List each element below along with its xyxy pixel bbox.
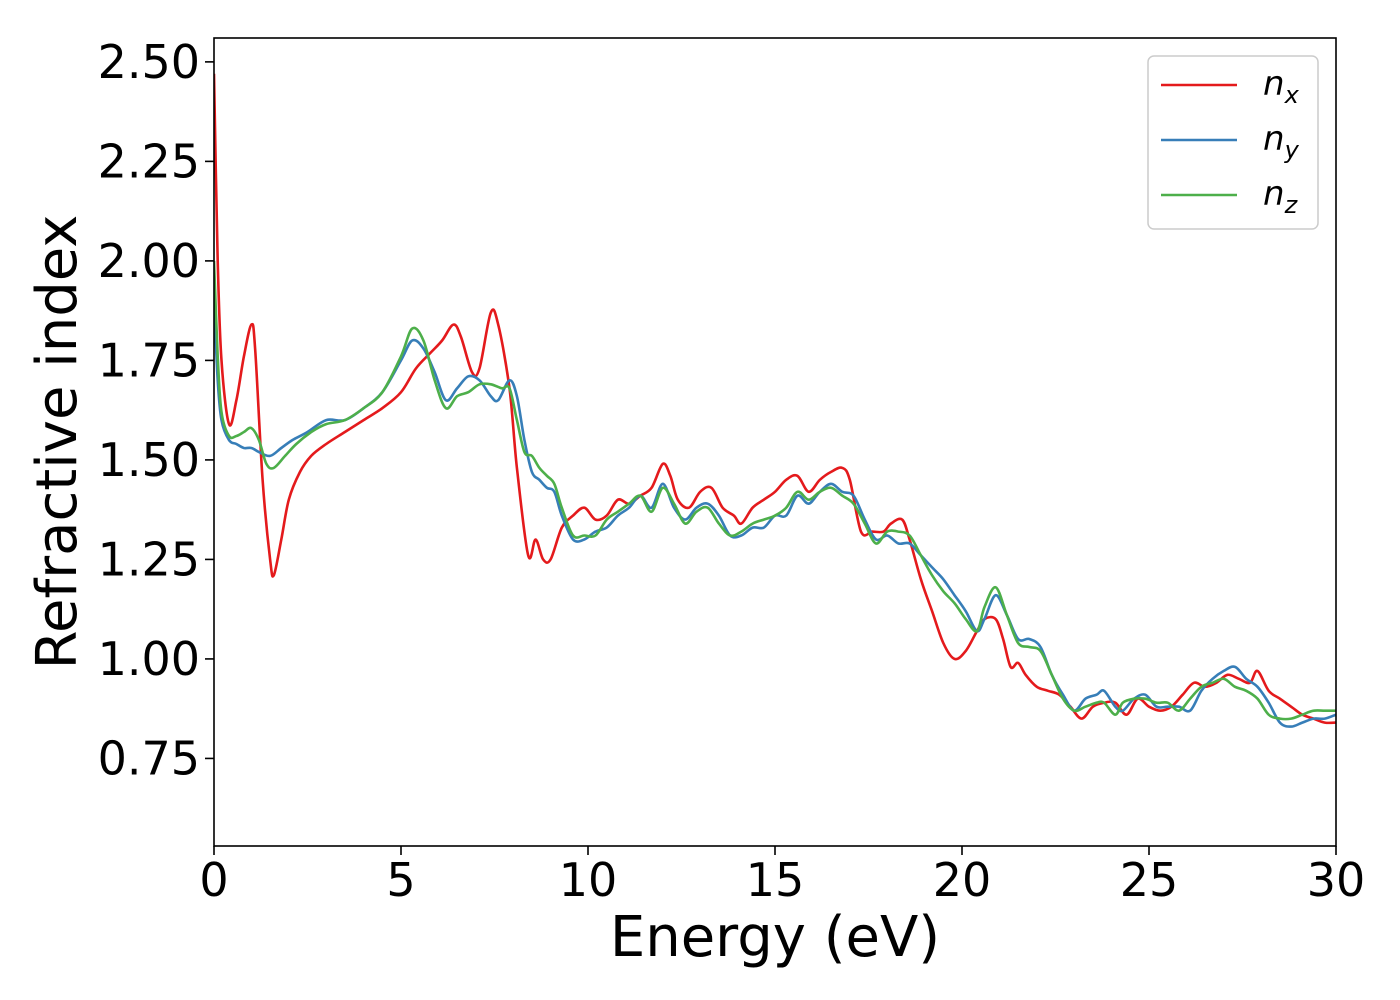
y-tick-label: 0.75 [98,731,200,785]
legend-label-y: ny [1263,119,1300,164]
legend-box [1147,55,1319,230]
y-tick-label: 1.25 [98,532,200,586]
x-tick-label: 30 [1307,853,1366,907]
y-tick-label: 1.75 [98,333,200,387]
x-tick-label: 0 [199,853,228,907]
x-axis-title: Energy (eV) [610,905,940,970]
y-tick-label: 2.25 [98,134,200,188]
x-tick-label: 15 [746,853,805,907]
series-line-z [214,260,1336,721]
y-tick-label: 1.50 [98,433,200,487]
legend-label-z: nz [1263,174,1299,219]
x-tick-label: 20 [933,853,992,907]
y-axis-title: Refractive index [25,215,90,670]
series-line-x [214,73,1336,725]
legend: nx ny nz [1147,55,1319,230]
y-tick-label: 2.00 [98,234,200,288]
series-line-y [214,300,1336,728]
x-tick-label: 25 [1120,853,1179,907]
y-tick-label: 2.50 [98,35,200,89]
legend-label-x: nx [1263,64,1300,109]
y-tick-label: 1.00 [98,632,200,686]
x-tick-label: 10 [559,853,618,907]
x-tick-label: 5 [386,853,415,907]
